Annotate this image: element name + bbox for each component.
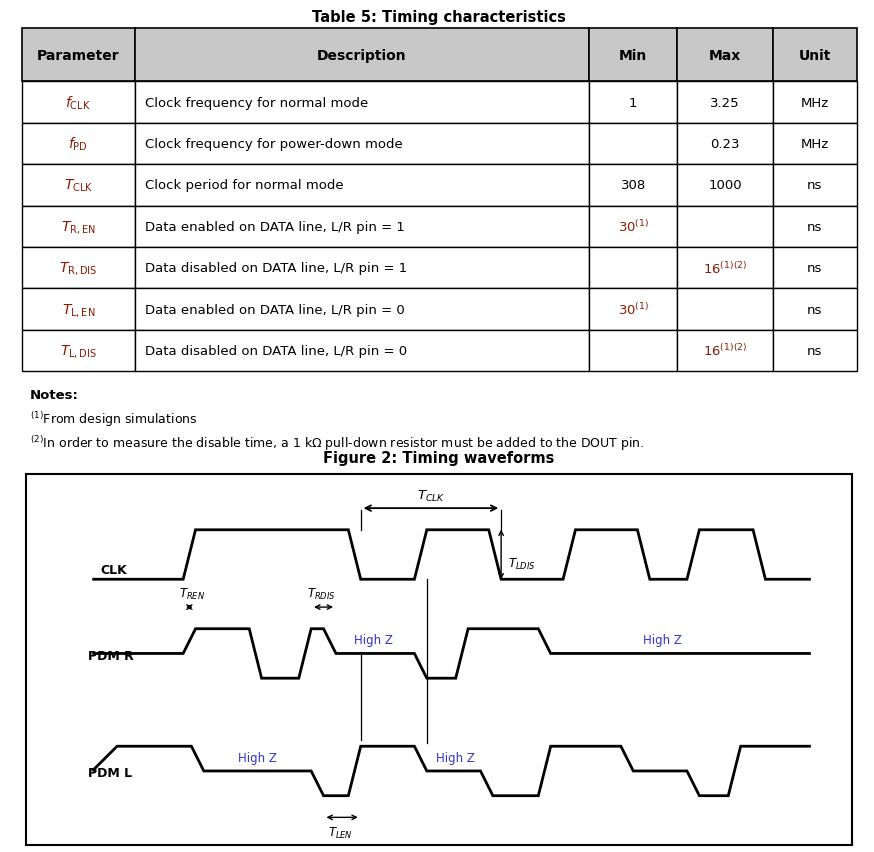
Bar	[135, 248, 589, 289]
Text: High Z: High Z	[354, 633, 392, 647]
Bar	[773, 289, 857, 331]
Text: $30^{(1)}$: $30^{(1)}$	[618, 302, 649, 318]
Bar	[773, 206, 857, 248]
Text: $T_{RDIS}$: $T_{RDIS}$	[307, 586, 336, 602]
Text: $T_{\rm L,DIS}$: $T_{\rm L,DIS}$	[59, 343, 97, 360]
Bar	[22, 29, 135, 83]
Bar	[22, 248, 135, 289]
Text: Max: Max	[709, 49, 741, 62]
Bar	[135, 165, 589, 206]
Text: Notes:: Notes:	[31, 389, 79, 401]
Text: $T_{\rm R,DIS}$: $T_{\rm R,DIS}$	[59, 260, 97, 277]
Text: $T_{REN}$: $T_{REN}$	[179, 586, 205, 602]
Bar	[677, 289, 773, 331]
Text: ns: ns	[807, 262, 822, 275]
Bar	[135, 289, 589, 331]
Bar	[589, 206, 677, 248]
Text: Unit: Unit	[799, 49, 831, 62]
Text: $16^{(1)(2)}$: $16^{(1)(2)}$	[703, 343, 747, 359]
Bar	[677, 165, 773, 206]
Text: MHz: MHz	[801, 96, 829, 110]
Text: $30^{(1)}$: $30^{(1)}$	[618, 219, 649, 235]
Text: $T_{LEN}$: $T_{LEN}$	[328, 825, 352, 840]
Text: PDM L: PDM L	[88, 767, 132, 780]
Text: Data enabled on DATA line, L/R pin = 0: Data enabled on DATA line, L/R pin = 0	[144, 303, 405, 316]
Text: Clock period for normal mode: Clock period for normal mode	[144, 179, 343, 193]
Text: High Z: High Z	[436, 751, 475, 763]
Bar	[22, 165, 135, 206]
Text: Parameter: Parameter	[37, 49, 120, 62]
Text: 1000: 1000	[708, 179, 742, 193]
Text: $T_{\rm R,EN}$: $T_{\rm R,EN}$	[61, 218, 95, 235]
Bar	[677, 331, 773, 371]
Bar	[589, 83, 677, 124]
Bar	[773, 331, 857, 371]
Bar	[135, 29, 589, 83]
Bar	[677, 29, 773, 83]
Text: $^{(1)}$From design simulations: $^{(1)}$From design simulations	[31, 409, 198, 428]
Text: Clock frequency for power-down mode: Clock frequency for power-down mode	[144, 138, 402, 151]
Text: $f_{\rm CLK}$: $f_{\rm CLK}$	[66, 95, 91, 112]
Bar	[677, 248, 773, 289]
Bar	[22, 124, 135, 165]
Text: $T_{LDIS}$: $T_{LDIS}$	[508, 556, 535, 572]
Bar	[773, 124, 857, 165]
Text: Description: Description	[317, 49, 406, 62]
Text: ns: ns	[807, 344, 822, 358]
Bar	[773, 248, 857, 289]
Bar	[135, 331, 589, 371]
Bar	[773, 29, 857, 83]
Text: Table 5: Timing characteristics: Table 5: Timing characteristics	[312, 10, 566, 25]
Bar	[677, 124, 773, 165]
Text: Min: Min	[619, 49, 648, 62]
Bar	[22, 83, 135, 124]
Text: Data enabled on DATA line, L/R pin = 1: Data enabled on DATA line, L/R pin = 1	[144, 221, 405, 233]
Text: $T_{CLK}$: $T_{CLK}$	[417, 488, 445, 504]
Text: 0.23: 0.23	[711, 138, 739, 151]
Text: $T_{\rm L,EN}$: $T_{\rm L,EN}$	[61, 301, 95, 318]
Text: 308: 308	[621, 179, 646, 193]
Bar	[22, 331, 135, 371]
Bar	[773, 83, 857, 124]
Bar	[677, 206, 773, 248]
Text: ns: ns	[807, 303, 822, 316]
Bar	[773, 165, 857, 206]
Text: Data disabled on DATA line, L/R pin = 1: Data disabled on DATA line, L/R pin = 1	[144, 262, 406, 275]
Text: High Z: High Z	[642, 633, 682, 647]
Bar	[677, 83, 773, 124]
Bar	[22, 206, 135, 248]
Bar	[589, 248, 677, 289]
Bar	[135, 124, 589, 165]
Bar	[135, 83, 589, 124]
Text: ns: ns	[807, 221, 822, 233]
Text: CLK: CLK	[101, 563, 128, 577]
Bar	[589, 124, 677, 165]
Text: High Z: High Z	[238, 751, 277, 763]
Bar	[589, 165, 677, 206]
Text: $f_{\rm PD}$: $f_{\rm PD}$	[68, 135, 88, 153]
Text: $16^{(1)(2)}$: $16^{(1)(2)}$	[703, 261, 747, 276]
Text: Data disabled on DATA line, L/R pin = 0: Data disabled on DATA line, L/R pin = 0	[144, 344, 406, 358]
Text: PDM R: PDM R	[88, 649, 134, 662]
Text: 1: 1	[629, 96, 637, 110]
Bar	[589, 29, 677, 83]
Bar	[589, 289, 677, 331]
Text: ns: ns	[807, 179, 822, 193]
Text: 3.25: 3.25	[711, 96, 740, 110]
Text: Clock frequency for normal mode: Clock frequency for normal mode	[144, 96, 368, 110]
Text: $^{(2)}$In order to measure the disable time, a 1 kΩ pull-down resistor must be : $^{(2)}$In order to measure the disable …	[31, 434, 644, 452]
Bar	[135, 206, 589, 248]
Bar	[22, 289, 135, 331]
Bar	[589, 331, 677, 371]
Text: $T_{\rm CLK}$: $T_{\rm CLK}$	[64, 177, 93, 194]
Text: Figure 2: Timing waveforms: Figure 2: Timing waveforms	[323, 451, 555, 466]
Text: MHz: MHz	[801, 138, 829, 151]
